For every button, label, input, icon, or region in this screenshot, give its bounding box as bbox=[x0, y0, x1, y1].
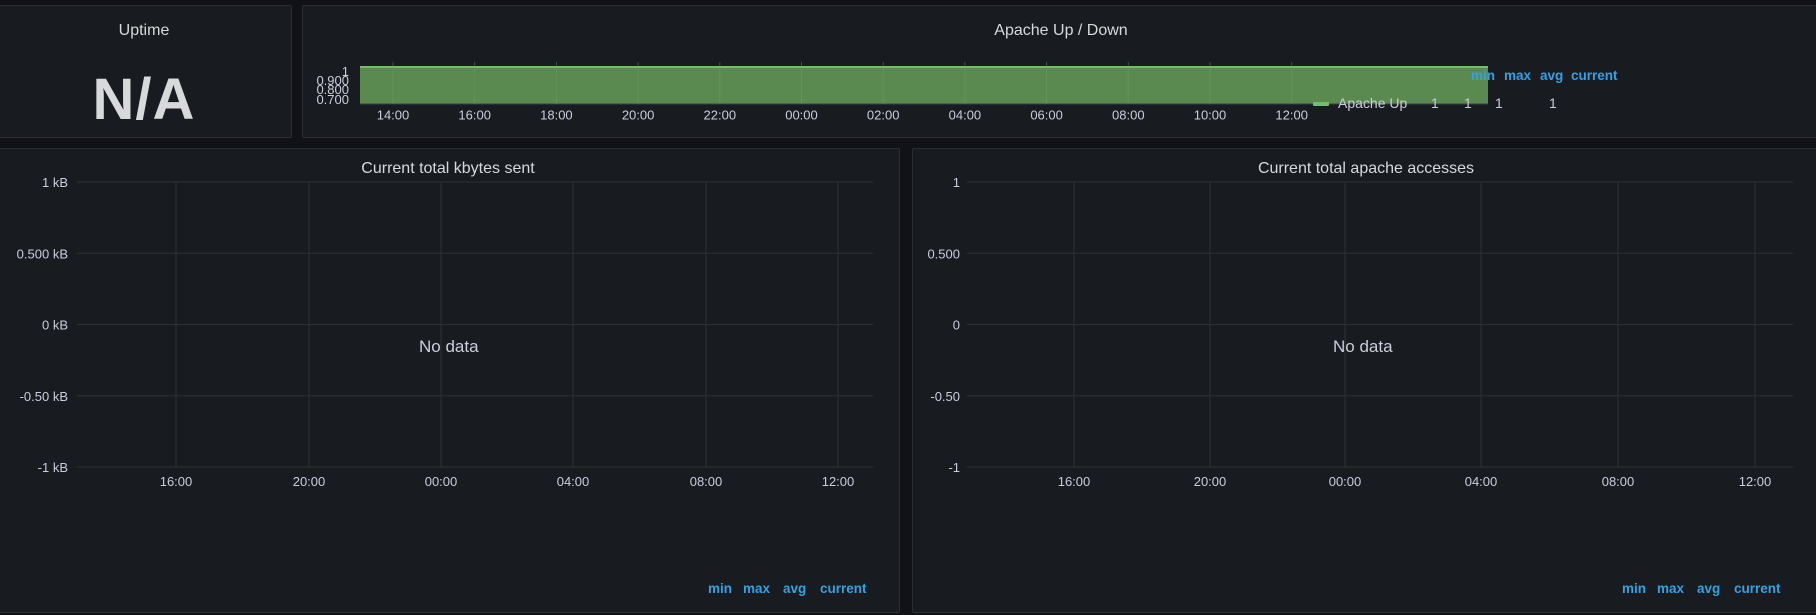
y-tick-label: 0 kB bbox=[42, 318, 68, 333]
legend-header-min[interactable]: min bbox=[1622, 581, 1647, 596]
y-tick-label: -0.50 bbox=[930, 389, 960, 404]
uptime-panel[interactable]: Uptime N/A bbox=[0, 5, 292, 138]
legend-header-current[interactable]: current bbox=[1734, 581, 1781, 596]
updown-area bbox=[360, 66, 1488, 105]
x-tick-label: 04:00 bbox=[557, 474, 590, 489]
y-tick-label: 0.500 kB bbox=[17, 246, 68, 261]
uptime-value: N/A bbox=[92, 67, 196, 132]
accesses-legend-header: min max avg current bbox=[1622, 581, 1816, 601]
x-tick-label: 12:00 bbox=[1275, 108, 1308, 123]
y-tick-label: 0.800 bbox=[316, 82, 349, 97]
y-tick-label: 1 kB bbox=[42, 175, 68, 190]
panel-title[interactable]: Current total apache accesses bbox=[1257, 160, 1475, 177]
y-tick-label: -0.50 kB bbox=[20, 389, 68, 404]
legend-header-avg[interactable]: avg bbox=[1540, 68, 1564, 83]
kbytes-graph: 1 kB 0.500 kB 0 kB -0.50 kB -1 kB 16:00 20:00 0… bbox=[17, 175, 873, 489]
x-tick-label: 22:00 bbox=[704, 108, 737, 123]
x-tick-label: 16:00 bbox=[160, 474, 193, 489]
legend-header-max[interactable]: max bbox=[743, 581, 771, 596]
updown-legend-header: min max avg current bbox=[1471, 68, 1816, 88]
x-tick-label: 12:00 bbox=[822, 474, 855, 489]
x-tick-label: 00:00 bbox=[785, 108, 818, 123]
legend-header-avg[interactable]: avg bbox=[783, 581, 807, 596]
x-tick-label: 16:00 bbox=[458, 108, 491, 123]
x-tick-label: 10:00 bbox=[1194, 108, 1227, 123]
legend-row-apache-up[interactable]: Apache Up 1 1 1 1 bbox=[1313, 94, 1613, 114]
x-tick-label: 16:00 bbox=[1058, 474, 1091, 489]
x-tick-label: 08:00 bbox=[1602, 474, 1635, 489]
kbytes-sent-panel[interactable]: Current total kbytes sent 1 kB 0.500 kB 0 … bbox=[0, 148, 900, 613]
y-tick-label: -1 bbox=[948, 460, 960, 475]
x-tick-label: 02:00 bbox=[867, 108, 900, 123]
legend-value-max: 1 bbox=[1464, 95, 1472, 111]
y-tick-label: 0.500 bbox=[927, 246, 960, 261]
legend-header-max[interactable]: max bbox=[1504, 68, 1532, 83]
accesses-graph: 1 0.500 0 -0.50 -1 16:00 20:00 00:00 04:00 08:00 1… bbox=[927, 175, 1793, 489]
apache-accesses-panel[interactable]: Current total apache accesses 1 0.500 0 -0.… bbox=[912, 148, 1816, 613]
y-tick-label: 1 bbox=[953, 175, 960, 190]
updown-x-axis: 14:00 16:00 18:00 20:00 22:00 00:00 02:00 04:00… bbox=[377, 108, 1308, 123]
y-tick-label: 1 bbox=[342, 64, 349, 79]
x-tick-label: 00:00 bbox=[1329, 474, 1362, 489]
panel-title[interactable]: Apache Up / Down bbox=[994, 22, 1128, 39]
legend-value-avg: 1 bbox=[1495, 95, 1503, 111]
legend-series-name[interactable]: Apache Up bbox=[1338, 95, 1408, 111]
x-tick-label: 14:00 bbox=[377, 108, 410, 123]
x-tick-label: 04:00 bbox=[1465, 474, 1498, 489]
x-tick-label: 20:00 bbox=[293, 474, 326, 489]
no-data-message: No data bbox=[1333, 337, 1393, 356]
series-area-apache-up bbox=[360, 67, 1488, 104]
updown-grid bbox=[392, 62, 1293, 104]
legend-header-max[interactable]: max bbox=[1657, 581, 1685, 596]
legend-header-avg[interactable]: avg bbox=[1697, 581, 1721, 596]
apache-updown-panel[interactable]: Apache Up / Down 1 0.900 0.800 0.700 14:… bbox=[302, 5, 1816, 138]
x-tick-label: 12:00 bbox=[1739, 474, 1772, 489]
legend-header-current[interactable]: current bbox=[1571, 68, 1618, 83]
kbytes-legend-header: min max avg current bbox=[708, 581, 898, 601]
updown-y-axis: 1 0.900 0.800 0.700 bbox=[316, 64, 349, 107]
legend-value-min: 1 bbox=[1431, 95, 1439, 111]
legend-value-current: 1 bbox=[1549, 95, 1557, 111]
x-tick-label: 08:00 bbox=[690, 474, 723, 489]
x-tick-label: 04:00 bbox=[949, 108, 982, 123]
x-tick-label: 08:00 bbox=[1112, 108, 1145, 123]
legend-header-min[interactable]: min bbox=[1471, 68, 1496, 83]
panel-title[interactable]: Uptime bbox=[118, 22, 170, 39]
x-tick-label: 20:00 bbox=[622, 108, 655, 123]
panel-title[interactable]: Current total kbytes sent bbox=[361, 160, 535, 177]
updown-graph: 1 0.900 0.800 0.700 14:00 16:00 18:00 20:00… bbox=[316, 62, 1488, 123]
x-tick-label: 06:00 bbox=[1030, 108, 1063, 123]
no-data-message: No data bbox=[419, 337, 479, 356]
series-color-swatch[interactable] bbox=[1313, 102, 1329, 106]
y-tick-label: 0 bbox=[953, 318, 960, 333]
legend-header-current[interactable]: current bbox=[820, 581, 867, 596]
x-tick-label: 00:00 bbox=[425, 474, 458, 489]
y-tick-label: 0.900 bbox=[316, 73, 349, 88]
x-tick-label: 18:00 bbox=[540, 108, 573, 123]
y-tick-label: 0.700 bbox=[316, 92, 349, 107]
y-tick-label: -1 kB bbox=[38, 460, 68, 475]
legend-header-min[interactable]: min bbox=[708, 581, 733, 596]
x-tick-label: 20:00 bbox=[1194, 474, 1227, 489]
